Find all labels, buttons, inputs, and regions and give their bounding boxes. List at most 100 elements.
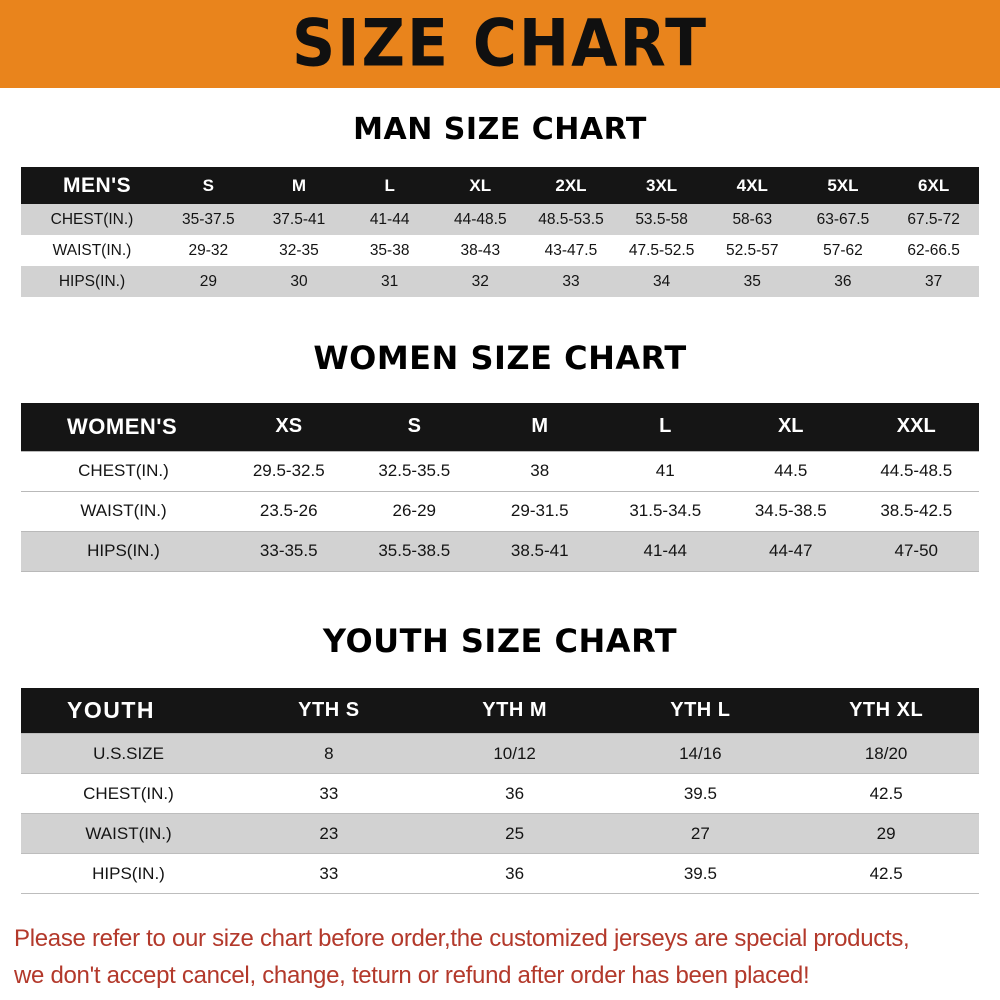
value-cell: 38.5-42.5 (880, 501, 953, 520)
youth-size-section: YOUTH SIZE CHART YOUTH YTH S YTH M YTH L YTH… (0, 622, 1000, 895)
value-cell: 29 (876, 823, 896, 843)
table-title-cell: WOMEN'S (21, 403, 226, 451)
table-row: HIPS(IN.) 29 30 31 32 33 34 35 36 37 (21, 266, 979, 297)
table-row: CHEST(IN.) 29.5-32.5 32.5-35.5 38 41 44.5 44.5… (21, 451, 979, 491)
value-cell: 38-43 (460, 241, 501, 259)
size-header-cell: L (602, 403, 728, 451)
women-size-table: WOMEN'S XS S M L XL XXL CHEST(IN.) 29.5-32.5 32.5… (21, 403, 979, 572)
row-label-cell: CHEST(IN.) (83, 783, 174, 803)
value-cell: 35 (743, 272, 761, 290)
value-cell: 33 (319, 863, 339, 883)
value-cell: 14/16 (679, 743, 722, 763)
value-cell: 58-63 (732, 210, 773, 228)
value-cell: 42.5 (869, 863, 903, 883)
value-cell: 31 (381, 272, 399, 290)
value-cell: 41-44 (643, 541, 687, 560)
value-cell: 39.5 (683, 783, 717, 803)
size-header-cell: M (477, 403, 603, 451)
table-title-cell: MEN'S (21, 167, 163, 204)
disclaimer-line-1: Please refer to our size chart before or… (14, 925, 910, 952)
value-cell: 63-67.5 (816, 210, 870, 228)
value-cell: 18/20 (864, 743, 908, 763)
table-row: U.S.SIZE 8 10/12 14/16 18/20 (21, 733, 979, 774)
value-cell: 8 (324, 743, 334, 763)
value-cell: 41-44 (369, 210, 410, 228)
size-header-cell: YTH L (607, 687, 794, 734)
size-header-cell: 4XL (706, 167, 798, 204)
youth-size-heading: YOUTH SIZE CHART (322, 621, 678, 660)
value-cell: 35.5-38.5 (378, 541, 451, 560)
value-cell: 23 (319, 823, 339, 843)
value-cell: 52.5-57 (725, 241, 779, 259)
value-cell: 36 (505, 863, 525, 883)
size-chart-banner: SIZE CHART (0, 0, 1000, 88)
header-row: YOUTH YTH S YTH M YTH L YTH XL (21, 687, 979, 734)
value-cell: 36 (834, 272, 852, 290)
value-cell: 42.5 (869, 783, 903, 803)
value-cell: 33-35.5 (259, 541, 318, 560)
value-cell: 44-48.5 (454, 210, 507, 228)
value-cell: 47.5-52.5 (628, 241, 695, 259)
women-size-heading: WOMEN SIZE CHART (313, 339, 687, 377)
size-header-cell: XL (434, 167, 526, 204)
value-cell: 36 (505, 783, 525, 803)
value-cell: 10/12 (493, 743, 536, 763)
table-row: WAIST(IN.) 29-32 32-35 35-38 38-43 43-47.5 47.… (21, 235, 979, 266)
men-size-table: MEN'S S M L XL 2XL 3XL 4XL 5XL 6XL CHEST(IN.) 35-37… (21, 167, 979, 297)
value-cell: 33 (319, 783, 339, 803)
value-cell: 23.5-26 (259, 501, 318, 520)
size-header-cell: S (163, 167, 254, 204)
value-cell: 32-35 (279, 241, 319, 259)
disclaimer: Please refer to our size chart before or… (0, 920, 1000, 994)
table-row: HIPS(IN.) 33 36 39.5 42.5 (21, 853, 979, 894)
size-header-cell: YTH S (236, 687, 422, 734)
value-cell: 27 (690, 823, 710, 843)
man-size-section: MAN SIZE CHART MEN'S S M L XL 2XL 3XL 4XL 5XL 6XL… (0, 112, 1000, 297)
value-cell: 35-38 (369, 241, 410, 259)
header-row: MEN'S S M L XL 2XL 3XL 4XL 5XL 6XL (21, 167, 979, 204)
table-row: WAIST(IN.) 23.5-26 26-29 29-31.5 31.5-34.5 34… (21, 491, 979, 531)
size-header-cell: XXL (853, 403, 979, 451)
size-header-cell: L (344, 167, 435, 204)
value-cell: 53.5-58 (635, 210, 688, 228)
value-cell: 35-37.5 (182, 210, 235, 228)
value-cell: 25 (505, 823, 525, 843)
row-label-cell: WAIST(IN.) (85, 823, 172, 843)
value-cell: 47-50 (894, 541, 938, 560)
value-cell: 48.5-53.5 (538, 210, 604, 228)
disclaimer-line-2: we don't accept cancel, change, teturn o… (14, 962, 810, 989)
value-cell: 43-47.5 (544, 241, 598, 259)
row-label-cell: WAIST(IN.) (52, 241, 132, 259)
value-cell: 62-66.5 (907, 241, 960, 259)
size-header-cell: 3XL (616, 167, 707, 204)
value-cell: 31.5-34.5 (629, 501, 702, 520)
row-label-cell: CHEST(IN.) (78, 461, 169, 480)
size-header-cell: 6XL (888, 167, 979, 204)
table-row: CHEST(IN.) 35-37.5 37.5-41 41-44 44-48.5 48.5… (21, 204, 979, 235)
row-label-cell: HIPS(IN.) (58, 272, 126, 290)
value-cell: 67.5-72 (907, 210, 960, 228)
size-header-cell: XL (728, 403, 854, 451)
row-label-cell: HIPS(IN.) (92, 863, 165, 883)
value-cell: 29-31.5 (510, 501, 569, 520)
value-cell: 30 (290, 272, 308, 290)
value-cell: 38 (530, 461, 550, 480)
row-label-cell: CHEST(IN.) (50, 210, 134, 228)
row-label-cell: WAIST(IN.) (80, 501, 167, 520)
value-cell: 34 (652, 272, 671, 290)
value-cell: 41 (655, 461, 675, 480)
youth-size-table: YOUTH YTH S YTH M YTH L YTH XL U.S.SIZE 8 10/12… (21, 687, 979, 895)
value-cell: 39.5 (683, 863, 717, 883)
value-cell: 29 (199, 272, 217, 290)
size-header-cell: M (253, 167, 345, 204)
value-cell: 34.5-38.5 (754, 501, 827, 520)
row-label-cell: HIPS(IN.) (87, 541, 160, 560)
table-row: WAIST(IN.) 23 25 27 29 (21, 813, 979, 854)
women-size-section: WOMEN SIZE CHART WOMEN'S XS S M L XL XXL CHEST(… (0, 339, 1000, 572)
value-cell: 37.5-41 (272, 210, 326, 228)
row-label-cell: U.S.SIZE (93, 743, 164, 763)
size-header-cell: YTH XL (793, 687, 979, 734)
man-size-heading: MAN SIZE CHART (353, 112, 647, 147)
size-chart-title: SIZE CHART (291, 6, 709, 82)
value-cell: 33 (562, 272, 580, 290)
